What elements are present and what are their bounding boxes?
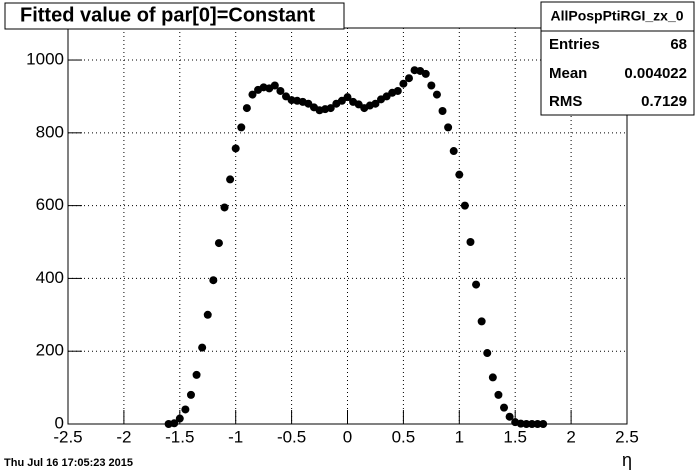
data-point [326, 104, 335, 113]
x-tick-label: 2 [566, 427, 575, 446]
stats-key: Mean [549, 65, 587, 82]
stats-name: AllPospPtiRGI_zx_0 [550, 8, 683, 24]
data-point [214, 239, 223, 248]
x-tick-label: -2 [116, 427, 131, 446]
data-point [432, 90, 441, 99]
x-tick-label: 1.5 [503, 427, 527, 446]
data-point [444, 123, 453, 132]
data-point [170, 419, 179, 428]
data-point [203, 310, 212, 319]
data-point [175, 414, 184, 423]
chart-title: Fitted value of par[0]=Constant [20, 4, 315, 26]
data-point [226, 175, 235, 184]
data-point [494, 390, 503, 399]
stats-box: AllPospPtiRGI_zx_0 Entries 68 Mean 0.004… [540, 1, 695, 116]
data-point [522, 420, 531, 428]
x-tick-label: 0 [343, 427, 352, 446]
data-point [460, 201, 469, 210]
data-point [181, 405, 190, 414]
stats-value: 68 [670, 36, 687, 53]
data-point [455, 170, 464, 179]
data-point [438, 106, 447, 115]
data-point [248, 90, 257, 99]
data-point [237, 123, 246, 132]
data-point [477, 317, 486, 326]
data-point [343, 93, 352, 102]
data-point [404, 74, 413, 83]
title-box [4, 2, 345, 30]
data-point [483, 349, 492, 358]
data-point [449, 147, 458, 156]
y-tick-label: 600 [36, 195, 64, 214]
x-tick-label: -0.5 [277, 427, 306, 446]
data-point [270, 81, 279, 90]
x-tick-label: 0.5 [392, 427, 416, 446]
stats-frame [540, 1, 695, 116]
data-point [231, 144, 240, 153]
data-point [393, 86, 402, 95]
data-point [242, 104, 251, 113]
data-point [421, 69, 430, 78]
data-point [371, 99, 380, 108]
stats-key: Entries [549, 36, 600, 53]
y-tick-label: 800 [36, 122, 64, 141]
data-point [539, 420, 548, 428]
data-point [192, 370, 201, 379]
data-point [186, 390, 195, 399]
y-tick-label: 200 [36, 341, 64, 360]
x-tick-label: -1.5 [165, 427, 194, 446]
x-tick-label: -1 [228, 427, 243, 446]
data-point [427, 81, 436, 90]
timestamp: Thu Jul 16 17:05:23 2015 [4, 457, 133, 469]
data-point [488, 373, 497, 382]
data-point [533, 420, 542, 428]
data-point [505, 412, 514, 421]
y-tick-label: 1000 [26, 50, 64, 69]
x-axis-label: η [622, 450, 632, 470]
x-tick-label: -2.5 [53, 427, 82, 446]
data-point [399, 79, 408, 88]
stats-value: 0.004022 [624, 65, 687, 82]
data-point [209, 276, 218, 285]
y-tick-label: 0 [55, 413, 64, 432]
data-point [220, 203, 229, 212]
stats-key: RMS [549, 93, 582, 110]
data-point [198, 343, 207, 352]
data-point [276, 86, 285, 95]
x-tick-label: 2.5 [615, 427, 639, 446]
data-point [527, 420, 536, 428]
y-tick-label: 400 [36, 268, 64, 287]
data-point [472, 280, 481, 289]
stats-value: 0.7129 [641, 93, 687, 110]
data-point [500, 403, 509, 412]
x-tick-label: 1 [455, 427, 464, 446]
data-point [466, 238, 475, 247]
